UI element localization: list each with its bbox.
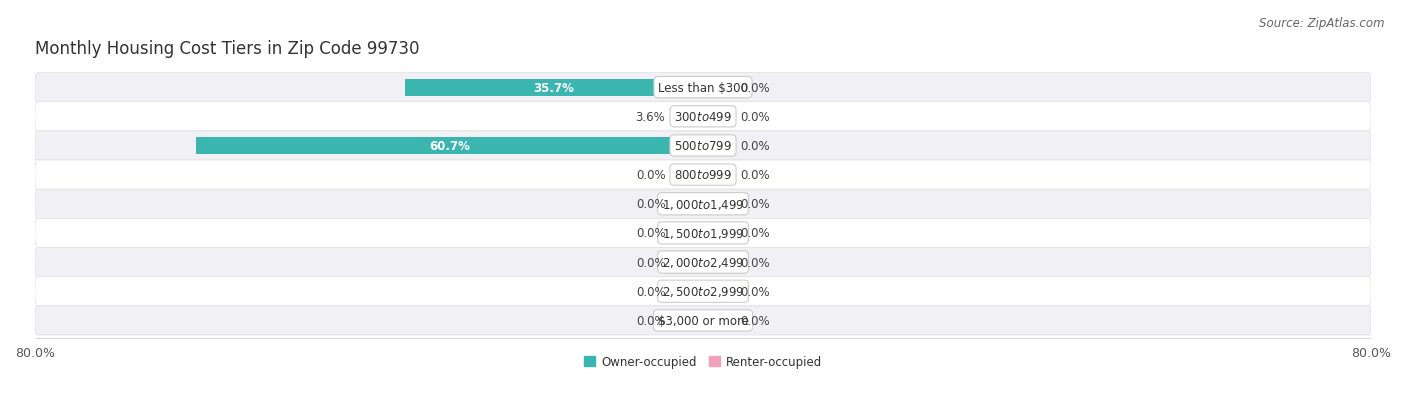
Text: 0.0%: 0.0%: [741, 314, 770, 327]
Bar: [673, 312, 703, 329]
Text: 0.0%: 0.0%: [636, 227, 665, 240]
Bar: [703, 312, 733, 329]
Text: $300 to $499: $300 to $499: [673, 111, 733, 123]
Bar: [673, 254, 703, 271]
Bar: [703, 196, 733, 213]
Text: $3,000 or more: $3,000 or more: [658, 314, 748, 327]
Text: 0.0%: 0.0%: [741, 227, 770, 240]
Text: $2,500 to $2,999: $2,500 to $2,999: [662, 285, 744, 299]
Text: 0.0%: 0.0%: [636, 169, 665, 182]
Text: 0.0%: 0.0%: [636, 285, 665, 298]
FancyBboxPatch shape: [35, 74, 1371, 102]
Bar: [673, 167, 703, 184]
FancyBboxPatch shape: [35, 306, 1371, 335]
Bar: [405, 79, 703, 96]
FancyBboxPatch shape: [35, 190, 1371, 219]
Text: 0.0%: 0.0%: [741, 140, 770, 152]
Text: $500 to $799: $500 to $799: [673, 140, 733, 152]
Text: 60.7%: 60.7%: [429, 140, 470, 152]
Bar: [703, 109, 733, 126]
Text: 0.0%: 0.0%: [741, 111, 770, 123]
Text: 35.7%: 35.7%: [533, 81, 575, 95]
Legend: Owner-occupied, Renter-occupied: Owner-occupied, Renter-occupied: [583, 355, 823, 368]
FancyBboxPatch shape: [35, 161, 1371, 190]
Bar: [703, 283, 733, 300]
Text: 0.0%: 0.0%: [636, 314, 665, 327]
Text: $2,000 to $2,499: $2,000 to $2,499: [662, 256, 744, 269]
Bar: [673, 109, 703, 126]
FancyBboxPatch shape: [35, 248, 1371, 277]
Text: Less than $300: Less than $300: [658, 81, 748, 95]
Bar: [673, 225, 703, 242]
Text: 0.0%: 0.0%: [741, 285, 770, 298]
FancyBboxPatch shape: [35, 277, 1371, 306]
Text: $1,000 to $1,499: $1,000 to $1,499: [662, 197, 744, 211]
Bar: [703, 254, 733, 271]
Text: 0.0%: 0.0%: [636, 198, 665, 211]
FancyBboxPatch shape: [35, 102, 1371, 132]
Bar: [673, 196, 703, 213]
Bar: [673, 283, 703, 300]
Text: 0.0%: 0.0%: [741, 81, 770, 95]
Text: 0.0%: 0.0%: [741, 256, 770, 269]
FancyBboxPatch shape: [35, 132, 1371, 161]
Bar: [703, 225, 733, 242]
Text: 0.0%: 0.0%: [741, 198, 770, 211]
Text: 0.0%: 0.0%: [636, 256, 665, 269]
Text: Source: ZipAtlas.com: Source: ZipAtlas.com: [1260, 17, 1385, 29]
Bar: [197, 138, 703, 154]
Bar: [703, 167, 733, 184]
Bar: [703, 138, 733, 154]
Text: $800 to $999: $800 to $999: [673, 169, 733, 182]
FancyBboxPatch shape: [35, 219, 1371, 248]
Text: 3.6%: 3.6%: [636, 111, 665, 123]
Text: Monthly Housing Cost Tiers in Zip Code 99730: Monthly Housing Cost Tiers in Zip Code 9…: [35, 40, 419, 58]
Text: 0.0%: 0.0%: [741, 169, 770, 182]
Text: $1,500 to $1,999: $1,500 to $1,999: [662, 226, 744, 240]
Bar: [703, 79, 733, 96]
